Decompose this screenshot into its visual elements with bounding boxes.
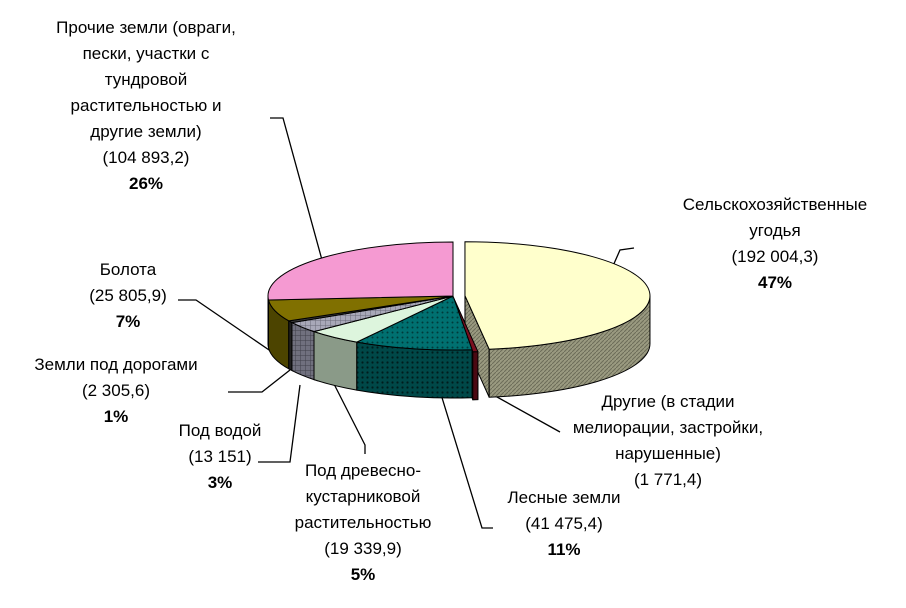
slice-percent-label: 1% <box>104 407 129 426</box>
slice-label-line: Земли под дорогами <box>34 355 197 374</box>
slice-top-other_reclaim <box>453 297 479 353</box>
slice-label-line: (41 475,4) <box>525 514 603 533</box>
leader-lines <box>178 117 635 529</box>
slice-percent-label: 3% <box>208 473 233 492</box>
leader-line-swamps <box>178 299 273 353</box>
slice-percent-label: 7% <box>116 312 141 331</box>
slice-label-others: Прочие земли (овраги, пески, участки с тун… <box>56 18 236 193</box>
slice-label-water: Под водой (13 151) 3% <box>179 421 262 492</box>
slice-label-line: растительностью <box>295 513 432 532</box>
slice-label-line: Прочие земли (овраги, <box>56 18 236 37</box>
leader-line-other_reclaim <box>487 391 561 433</box>
slice-percent-label: 47% <box>758 273 792 292</box>
slice-label-line: нарушенные) <box>615 444 721 463</box>
slice-label-roads: Земли под дорогами (2 305,6) 1% <box>34 355 197 426</box>
slice-label-line: (1 771,4) <box>634 470 702 489</box>
slice-top-agri <box>464 241 651 350</box>
slice-label-swamps: Болота (25 805,9) 7% <box>89 260 167 331</box>
slice-side-water <box>291 321 315 381</box>
slice-label-line: (13 151) <box>188 447 251 466</box>
slice-side-other_reclaim <box>472 351 479 401</box>
slice-label-line: (104 893,2) <box>103 148 190 167</box>
leader-line-roads <box>228 369 291 393</box>
slice-percent-label: 11% <box>547 540 580 559</box>
slice-label-other_reclaim: Другие (в стадии мелиорации, застройки, на… <box>573 392 763 489</box>
slice-percent-label: 26% <box>129 174 163 193</box>
slice-label-line: Под древесно- <box>305 461 421 480</box>
slice-label-line: (2 305,6) <box>82 381 150 400</box>
slice-label-line: Сельскохозяйственные <box>683 195 867 214</box>
slice-label-line: Болота <box>100 260 157 279</box>
slice-label-line: пески, участки с <box>83 44 210 63</box>
slice-top-forest <box>355 295 473 351</box>
slice-label-line: растительностью и <box>71 96 222 115</box>
slice-label-line: Лесные земли <box>507 488 620 507</box>
slice-label-agri: Сельскохозяйственные угодья (192 004,3) 47% <box>683 195 867 292</box>
slice-label-line: угодья <box>749 221 800 240</box>
slice-label-line: кустарниковой <box>306 487 421 506</box>
slice-label-line: (192 004,3) <box>732 247 819 266</box>
pie-tops <box>267 241 651 353</box>
leader-line-shrub <box>333 383 366 454</box>
slice-label-line: Под водой <box>179 421 262 440</box>
slice-top-others <box>267 241 454 301</box>
slice-label-shrub: Под древесно-кустарниковой растительность… <box>295 461 432 584</box>
slice-label-line: Другие (в стадии <box>601 392 734 411</box>
slice-percent-label: 5% <box>351 565 376 584</box>
slice-labels: Сельскохозяйственные угодья (192 004,3) 47%… <box>34 18 867 584</box>
slice-label-line: тундровой <box>105 70 188 89</box>
slice-label-line: другие земли) <box>90 122 201 141</box>
slice-label-line: мелиорации, застройки, <box>573 418 763 437</box>
leader-line-water <box>258 384 301 463</box>
leader-line-forest <box>427 351 493 529</box>
slice-label-line: (19 339,9) <box>324 539 402 558</box>
slice-label-forest: Лесные земли (41 475,4) 11% <box>507 488 620 559</box>
leader-line-others <box>270 117 323 261</box>
slice-label-line: (25 805,9) <box>89 286 167 305</box>
